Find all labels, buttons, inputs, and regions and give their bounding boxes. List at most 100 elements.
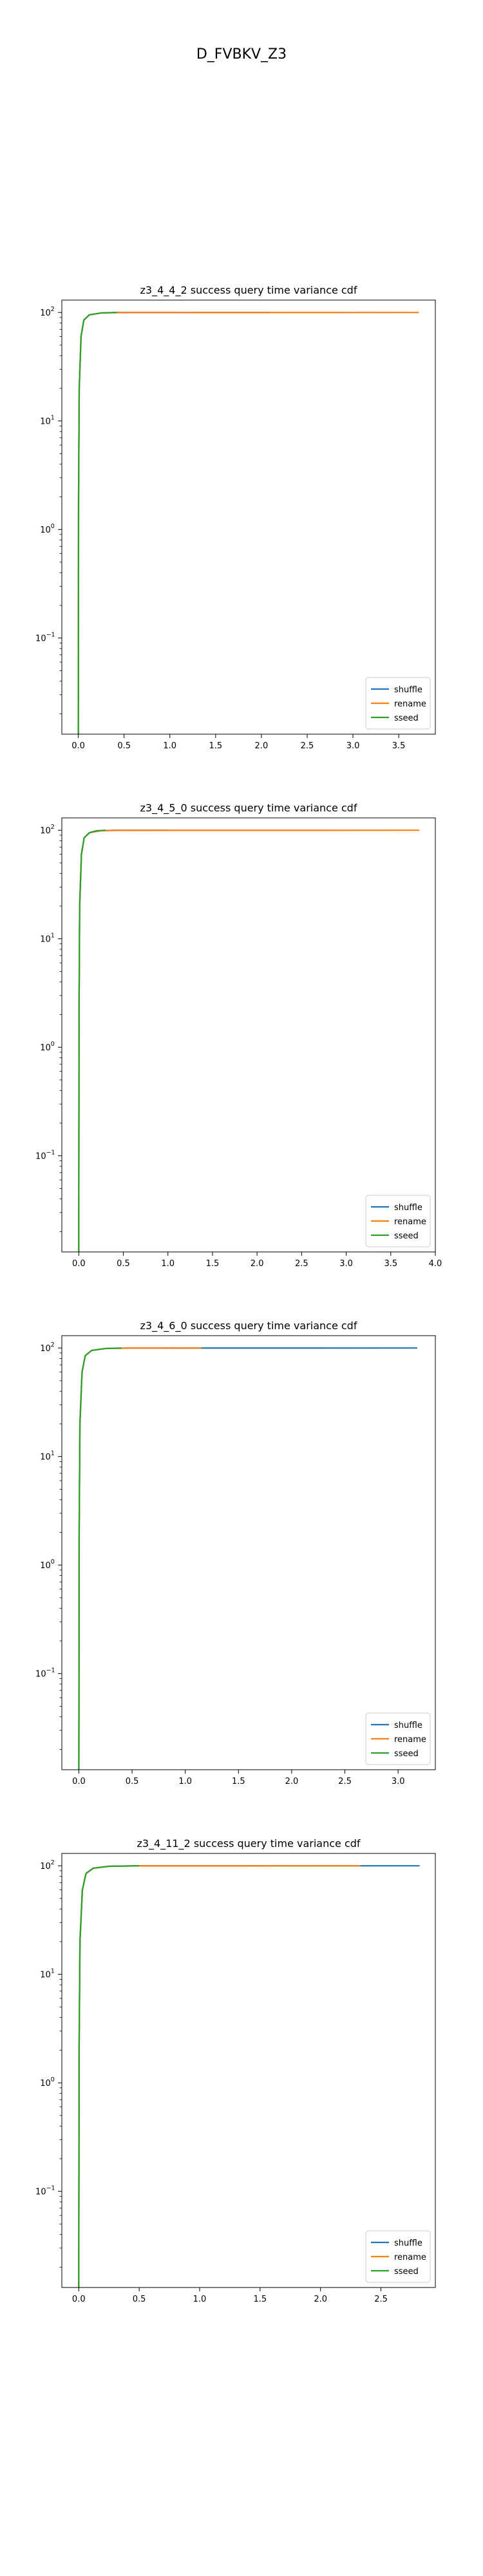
y-tick-base: 10 [40, 2079, 51, 2088]
legend: shuffle rename sseed [365, 2230, 431, 2283]
y-tick-base: 10 [40, 1971, 51, 1980]
y-tick-base: 10 [40, 526, 51, 535]
y-tick-label: 10 −1 [35, 1667, 55, 1680]
x-tick-label: 4.0 [429, 1259, 442, 1269]
legend-label-rename: rename [394, 1735, 426, 1745]
x-tick-label: 0.5 [126, 1777, 139, 1786]
y-tick-label: 10 0 [40, 2076, 55, 2088]
chart-title: z3_4_4_2 success query time variance cdf [140, 284, 357, 297]
legend-label-shuffle: shuffle [394, 1203, 422, 1213]
chart-title: z3_4_5_0 success query time variance cdf [140, 802, 357, 815]
y-tick-base: 10 [35, 634, 46, 644]
y-tick-exponent: 2 [51, 1859, 55, 1866]
y-tick-exponent: −1 [46, 2185, 55, 2192]
legend-box [365, 1195, 431, 1247]
series-line-rename [78, 1865, 361, 2288]
chart-title: z3_4_11_2 success query time variance cd… [137, 1837, 360, 1850]
y-tick-exponent: 0 [51, 1041, 55, 1048]
legend-box [365, 2230, 431, 2283]
y-tick-exponent: 1 [51, 1968, 55, 1975]
chart-panel-3: z3_4_6_0 success query time variance cdf… [35, 1320, 436, 1786]
y-tick-exponent: 1 [51, 1450, 55, 1457]
y-tick-exponent: 0 [51, 1558, 55, 1566]
y-tick-base: 10 [40, 417, 51, 427]
y-tick-label: 10 −1 [35, 1150, 55, 1162]
x-tick-label: 1.5 [209, 741, 222, 751]
y-tick-exponent: 0 [51, 2076, 55, 2083]
legend-label-sseed: sseed [394, 714, 419, 723]
y-tick-base: 10 [40, 1453, 51, 1463]
x-tick-label: 0.0 [72, 1777, 86, 1786]
figure-title: D_FVBKV_Z3 [196, 46, 287, 62]
y-tick-label: 10 1 [40, 1968, 55, 1980]
series-line-rename [78, 1347, 202, 1770]
y-tick-exponent: 1 [51, 933, 55, 940]
y-tick-exponent: 2 [51, 1341, 55, 1349]
x-tick-label: 2.0 [251, 1259, 264, 1269]
y-tick-base: 10 [40, 308, 51, 318]
legend-label-shuffle: shuffle [394, 685, 422, 695]
series-line-rename [77, 312, 419, 735]
chart-panel-4: z3_4_11_2 success query time variance cd… [35, 1837, 436, 2304]
x-tick-label: 1.5 [253, 2295, 267, 2304]
y-tick-label: 10 2 [40, 306, 55, 318]
legend: shuffle rename sseed [365, 1712, 431, 1765]
x-tick-label: 0.5 [117, 741, 131, 751]
x-tick-label: 3.0 [392, 1777, 405, 1786]
series-line-sseed [78, 1865, 140, 2288]
x-tick-label: 2.5 [374, 2295, 388, 2304]
x-tick-label: 3.0 [339, 1259, 353, 1269]
x-tick-label: 1.0 [163, 741, 176, 751]
legend-box [365, 1712, 431, 1765]
y-tick-exponent: 2 [51, 306, 55, 313]
axes-frame [61, 817, 436, 1253]
series-line-shuffle [78, 1347, 417, 1770]
x-tick-label: 2.0 [285, 1777, 299, 1786]
legend-box [365, 677, 431, 730]
x-tick-label: 2.5 [338, 1777, 352, 1786]
y-tick-label: 10 −1 [35, 2185, 55, 2197]
y-tick-base: 10 [35, 1152, 46, 1162]
y-tick-label: 10 1 [40, 415, 55, 427]
legend-label-sseed: sseed [394, 2267, 419, 2277]
series-line-sseed [78, 1347, 122, 1770]
y-tick-exponent: −1 [46, 1150, 55, 1157]
series-line-shuffle [78, 1865, 420, 2288]
x-tick-label: 0.0 [72, 2295, 86, 2304]
chart-title: z3_4_6_0 success query time variance cdf [140, 1320, 357, 1332]
y-tick-exponent: −1 [46, 1667, 55, 1674]
series-line-shuffle [78, 829, 168, 1253]
y-tick-label: 10 2 [40, 824, 55, 836]
y-tick-label: 10 0 [40, 523, 55, 535]
x-tick-label: 2.0 [255, 741, 269, 751]
y-tick-base: 10 [40, 1344, 51, 1354]
series-line-rename [78, 829, 420, 1253]
x-tick-label: 0.0 [72, 1259, 86, 1269]
y-tick-base: 10 [40, 1043, 51, 1053]
legend-label-rename: rename [394, 2253, 426, 2262]
x-tick-label: 0.5 [133, 2295, 146, 2304]
x-tick-label: 0.0 [71, 741, 85, 751]
x-tick-label: 2.5 [301, 741, 314, 751]
y-tick-base: 10 [35, 2188, 46, 2197]
axes-frame [61, 1853, 436, 2288]
x-tick-label: 1.0 [178, 1777, 192, 1786]
y-tick-exponent: 1 [51, 415, 55, 422]
legend-label-shuffle: shuffle [394, 1721, 422, 1730]
x-tick-label: 2.0 [314, 2295, 327, 2304]
axes-frame [61, 299, 436, 735]
y-tick-label: 10 0 [40, 1041, 55, 1053]
y-tick-label: 10 −1 [35, 632, 55, 644]
x-tick-label: 3.5 [392, 741, 406, 751]
legend-label-rename: rename [394, 1217, 426, 1227]
y-tick-label: 10 0 [40, 1558, 55, 1571]
y-tick-label: 10 1 [40, 1450, 55, 1463]
y-tick-label: 10 1 [40, 933, 55, 945]
y-tick-base: 10 [40, 826, 51, 836]
x-tick-label: 3.0 [346, 741, 360, 751]
y-tick-base: 10 [40, 935, 51, 945]
y-tick-exponent: −1 [46, 632, 55, 639]
y-tick-base: 10 [40, 1862, 51, 1871]
x-tick-label: 1.0 [193, 2295, 207, 2304]
x-tick-label: 1.5 [232, 1777, 245, 1786]
